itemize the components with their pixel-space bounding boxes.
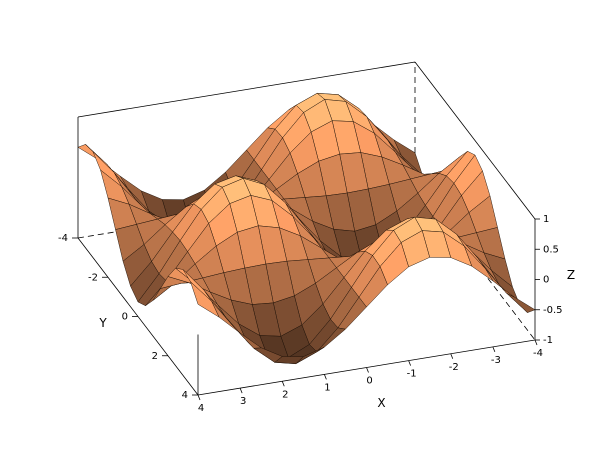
x-tick bbox=[197, 394, 201, 401]
surface-patch bbox=[506, 292, 536, 313]
x-tick-label: -4 bbox=[533, 348, 543, 359]
y-tick-label: 0 bbox=[122, 312, 128, 323]
x-tick bbox=[281, 381, 285, 387]
x-tick-label: -2 bbox=[449, 362, 459, 373]
x-tick-label: 4 bbox=[198, 403, 204, 414]
x-tick-label: -3 bbox=[491, 355, 501, 366]
x-tick bbox=[366, 367, 369, 373]
x-axis-label: X bbox=[377, 396, 385, 410]
z-tick-label: 0.5 bbox=[543, 244, 559, 255]
axes: -4 -3 -2 -1 0 1 2 3 4 -4 -2 0 2 4 -1 -0.5 0 0.5 1 X Y Z bbox=[58, 214, 575, 414]
x-tick bbox=[408, 360, 411, 366]
x-tick-label: 3 bbox=[240, 396, 246, 407]
x-tick-label: 1 bbox=[324, 382, 330, 393]
surface-patch bbox=[190, 281, 220, 318]
x-tick-label: 0 bbox=[366, 376, 372, 387]
z-tick-label: -0.5 bbox=[543, 305, 563, 316]
x-tick-label: -1 bbox=[407, 369, 417, 380]
x-tick bbox=[534, 339, 538, 346]
x-tick bbox=[324, 374, 327, 380]
y-tick-label: -2 bbox=[88, 272, 98, 283]
x-tick-label: 2 bbox=[282, 389, 288, 400]
y-tick-label: -4 bbox=[58, 233, 68, 244]
z-tick-label: -1 bbox=[543, 335, 553, 346]
z-tick-label: 1 bbox=[543, 214, 549, 225]
surface bbox=[77, 92, 536, 365]
z-tick-label: 0 bbox=[543, 275, 549, 286]
x-tick bbox=[450, 353, 454, 359]
x-tick bbox=[239, 387, 243, 394]
z-axis-label: Z bbox=[567, 268, 575, 282]
box-edge bbox=[77, 61, 416, 118]
y-axis-label: Y bbox=[98, 316, 107, 330]
y-tick-label: 4 bbox=[182, 390, 188, 401]
x-tick bbox=[492, 346, 496, 353]
box-edge bbox=[414, 61, 536, 220]
y-tick-label: 2 bbox=[152, 351, 158, 362]
